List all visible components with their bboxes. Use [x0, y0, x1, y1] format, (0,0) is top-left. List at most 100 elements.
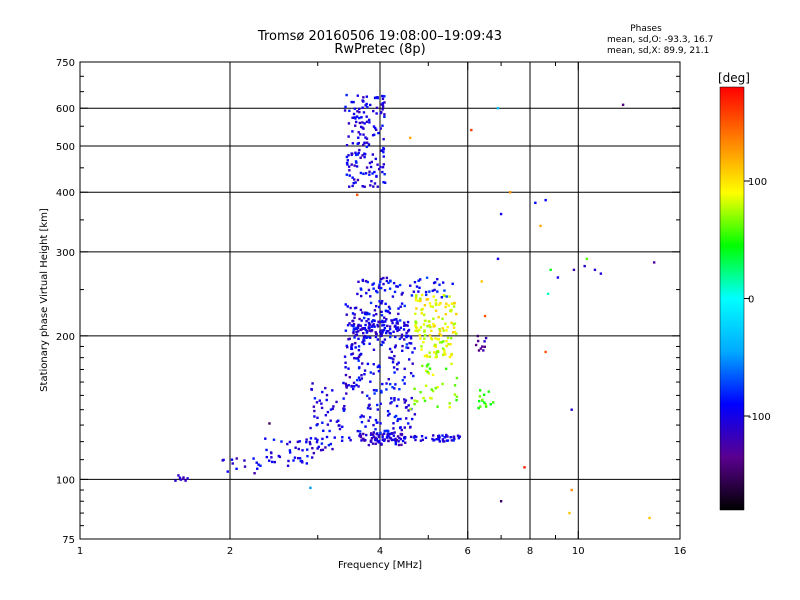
data-point: [393, 325, 397, 328]
data-point: [437, 315, 440, 319]
data-point: [383, 338, 387, 341]
data-point: [353, 107, 357, 110]
data-point: [432, 281, 436, 285]
data-point: [433, 288, 436, 292]
data-point: [447, 342, 450, 346]
data-point: [298, 440, 301, 443]
data-point: [356, 94, 360, 97]
data-point: [308, 440, 312, 444]
data-point: [368, 397, 371, 400]
data-point: [438, 303, 441, 306]
data-point: [403, 401, 407, 404]
data-point: [352, 112, 356, 116]
data-point: [345, 173, 349, 176]
data-point: [452, 323, 455, 326]
data-point: [389, 280, 392, 283]
data-point: [358, 107, 361, 111]
data-point: [305, 438, 308, 441]
data-point: [380, 331, 384, 334]
data-point: [370, 320, 374, 323]
data-point: [572, 268, 576, 272]
data-point: [392, 281, 396, 285]
data-point: [362, 331, 365, 335]
data-point: [385, 309, 388, 313]
data-point: [351, 324, 355, 328]
data-point: [481, 398, 484, 402]
data-point: [381, 124, 384, 127]
data-point: [441, 327, 444, 330]
data-point: [394, 414, 398, 418]
data-point: [395, 438, 399, 442]
data-point: [379, 320, 382, 324]
data-point: [174, 479, 177, 482]
data-point: [288, 451, 292, 454]
data-point: [400, 428, 403, 432]
data-point: [370, 179, 373, 183]
data-point: [381, 382, 384, 386]
data-point: [387, 377, 390, 381]
data-point: [444, 353, 447, 356]
data-point: [381, 149, 384, 152]
data-point: [329, 419, 332, 422]
data-point: [332, 405, 335, 408]
data-point: [373, 170, 376, 174]
data-point: [409, 407, 412, 411]
data-point: [482, 349, 485, 352]
data-point: [365, 95, 369, 98]
data-point: [424, 369, 428, 373]
data-point: [377, 435, 381, 438]
data-point: [347, 165, 351, 168]
data-point: [422, 323, 426, 326]
data-point: [436, 386, 439, 389]
data-point: [415, 294, 418, 297]
data-point: [359, 415, 362, 419]
data-point: [431, 389, 435, 393]
data-point: [376, 325, 380, 328]
data-point: [410, 417, 414, 421]
data-point: [388, 311, 392, 315]
data-point: [387, 281, 390, 284]
data-point: [380, 391, 383, 394]
data-point: [373, 392, 376, 395]
data-point: [409, 372, 413, 375]
data-point: [376, 338, 380, 341]
data-point: [423, 337, 426, 340]
data-point: [359, 308, 363, 312]
data-point: [425, 355, 429, 358]
data-point: [423, 399, 427, 403]
data-point: [479, 347, 482, 350]
data-point: [315, 423, 318, 427]
data-point: [372, 433, 375, 436]
data-point: [385, 329, 389, 333]
data-point: [361, 106, 364, 109]
data-point: [361, 278, 365, 282]
data-point: [444, 322, 447, 325]
data-point: [420, 308, 423, 312]
data-point: [428, 355, 432, 358]
data-point: [442, 347, 445, 350]
data-point: [363, 312, 367, 316]
data-point: [420, 312, 423, 315]
data-point: [385, 436, 389, 439]
data-point: [382, 282, 385, 286]
data-point: [362, 316, 366, 320]
data-point: [388, 325, 392, 328]
data-point: [388, 436, 392, 439]
data-point: [418, 297, 422, 300]
data-point: [357, 359, 360, 362]
data-point: [375, 437, 379, 441]
data-point: [393, 371, 396, 374]
data-point: [405, 343, 409, 346]
y-axis-label: Stationary phase Virtual Height [km]: [39, 208, 50, 392]
data-point: [415, 285, 419, 288]
data-point: [329, 442, 333, 446]
data-point: [328, 429, 331, 433]
data-point: [449, 342, 452, 346]
data-point: [585, 257, 588, 261]
data-point: [356, 429, 360, 433]
data-point: [450, 362, 453, 366]
data-point: [373, 437, 377, 441]
data-point: [346, 323, 350, 327]
data-point: [371, 442, 375, 445]
data-point: [396, 322, 400, 325]
